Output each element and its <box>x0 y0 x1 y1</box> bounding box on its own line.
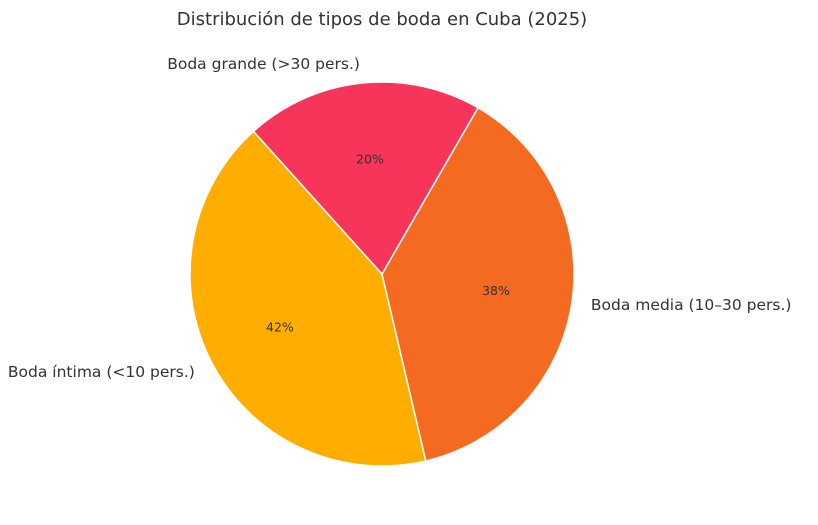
slice-percent-label: 20% <box>356 151 384 166</box>
slice-percent-label: 42% <box>266 319 294 334</box>
slice-category-label: Boda grande (>30 pers.) <box>167 55 360 73</box>
pie-slice <box>252 81 480 276</box>
pie-slice <box>189 130 427 467</box>
slice-percent-label: 38% <box>482 283 510 298</box>
pie-slice <box>381 106 575 462</box>
slice-category-label: Boda íntima (<10 pers.) <box>8 363 195 381</box>
pie-slices <box>189 81 575 467</box>
pie-labels: 42% Boda íntima (<10 pers.) 38% Boda media … <box>8 55 792 381</box>
chart-title: Distribución de tipos de boda en Cuba (2… <box>177 9 587 30</box>
slice-category-label: Boda media (10–30 pers.) <box>591 296 792 314</box>
